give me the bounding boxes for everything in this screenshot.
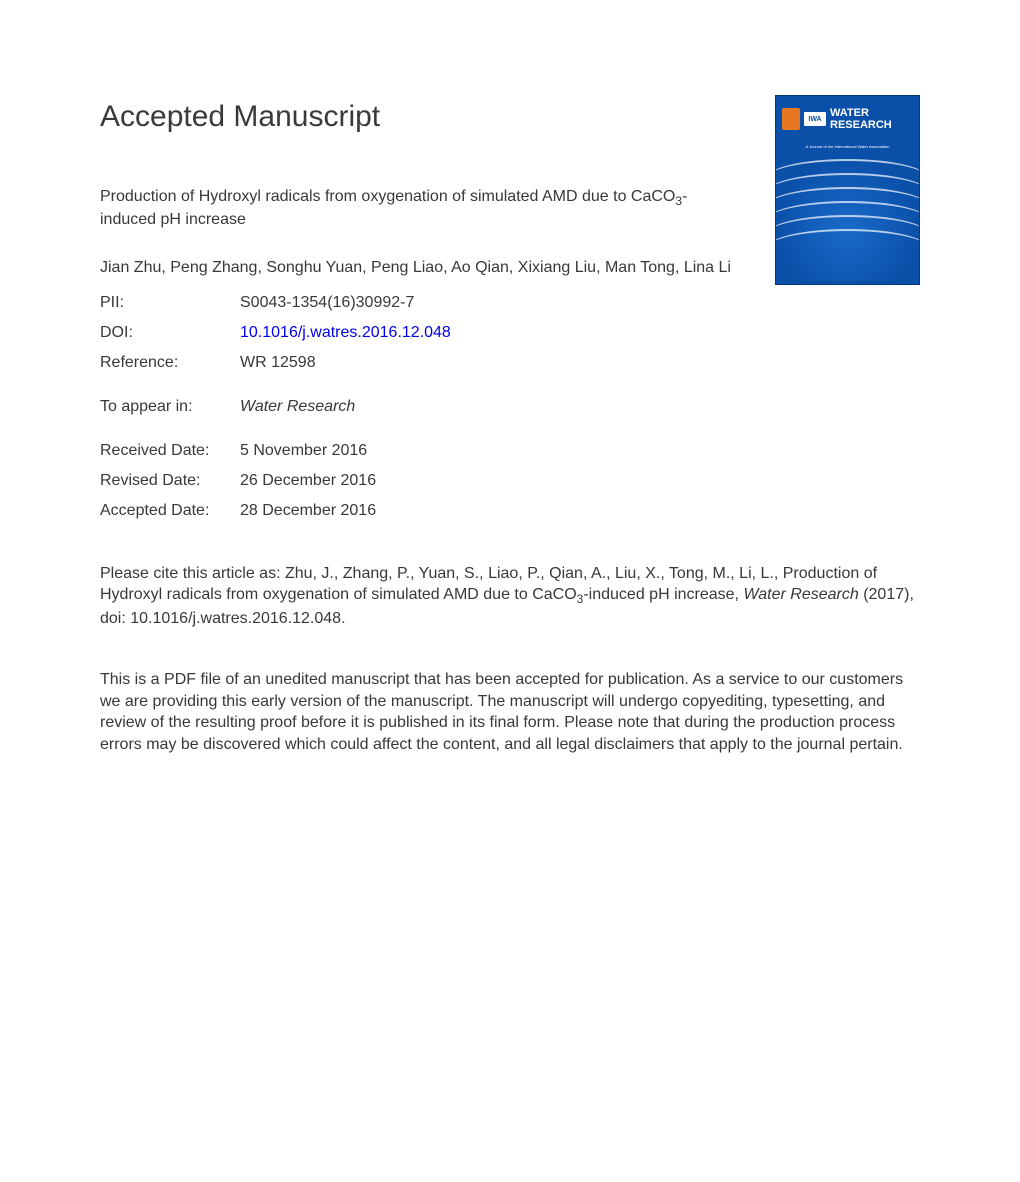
cover-globe-graphic <box>776 151 919 281</box>
authors-list: Jian Zhu, Peng Zhang, Songhu Yuan, Peng … <box>100 257 860 279</box>
iwa-badge: IWA <box>804 112 826 126</box>
disclaimer-text: This is a PDF file of an unedited manusc… <box>100 669 920 755</box>
doi-label: DOI: <box>100 321 240 345</box>
cover-subtitle: A Journal of the International Water Ass… <box>776 142 919 151</box>
citation-text: Please cite this article as: Zhu, J., Zh… <box>100 563 920 630</box>
journal-cover-thumbnail: IWA WATER RESEARCH A Journal of the Inte… <box>775 95 920 285</box>
journal-name-line2: RESEARCH <box>830 119 892 131</box>
reference-value: WR 12598 <box>240 351 316 375</box>
pii-row: PII: S0043-1354(16)30992-7 <box>100 291 920 315</box>
doi-row: DOI: 10.1016/j.watres.2016.12.048 <box>100 321 920 345</box>
citation-journal: Water Research <box>743 586 858 603</box>
to-appear-value: Water Research <box>240 395 355 419</box>
revised-date-row: Revised Date: 26 December 2016 <box>100 469 920 493</box>
citation-mid: -induced pH increase, <box>583 586 743 603</box>
pii-value: S0043-1354(16)30992-7 <box>240 291 414 315</box>
cover-header: IWA WATER RESEARCH <box>776 96 919 142</box>
received-date-row: Received Date: 5 November 2016 <box>100 439 920 463</box>
to-appear-label: To appear in: <box>100 395 240 419</box>
reference-row: Reference: WR 12598 <box>100 351 920 375</box>
accepted-date-value: 28 December 2016 <box>240 499 376 523</box>
metadata-table: PII: S0043-1354(16)30992-7 DOI: 10.1016/… <box>100 291 920 523</box>
revised-date-label: Revised Date: <box>100 469 240 493</box>
to-appear-row: To appear in: Water Research <box>100 395 920 419</box>
journal-name: WATER RESEARCH <box>830 107 892 131</box>
received-date-value: 5 November 2016 <box>240 439 367 463</box>
title-text-pre: Production of Hydroxyl radicals from oxy… <box>100 188 675 205</box>
revised-date-value: 26 December 2016 <box>240 469 376 493</box>
journal-name-line1: WATER <box>830 107 892 119</box>
reference-label: Reference: <box>100 351 240 375</box>
received-date-label: Received Date: <box>100 439 240 463</box>
pii-label: PII: <box>100 291 240 315</box>
doi-link[interactable]: 10.1016/j.watres.2016.12.048 <box>240 324 451 341</box>
accepted-date-row: Accepted Date: 28 December 2016 <box>100 499 920 523</box>
accepted-date-label: Accepted Date: <box>100 499 240 523</box>
article-title: Production of Hydroxyl radicals from oxy… <box>100 186 740 231</box>
elsevier-tree-icon <box>782 108 800 130</box>
